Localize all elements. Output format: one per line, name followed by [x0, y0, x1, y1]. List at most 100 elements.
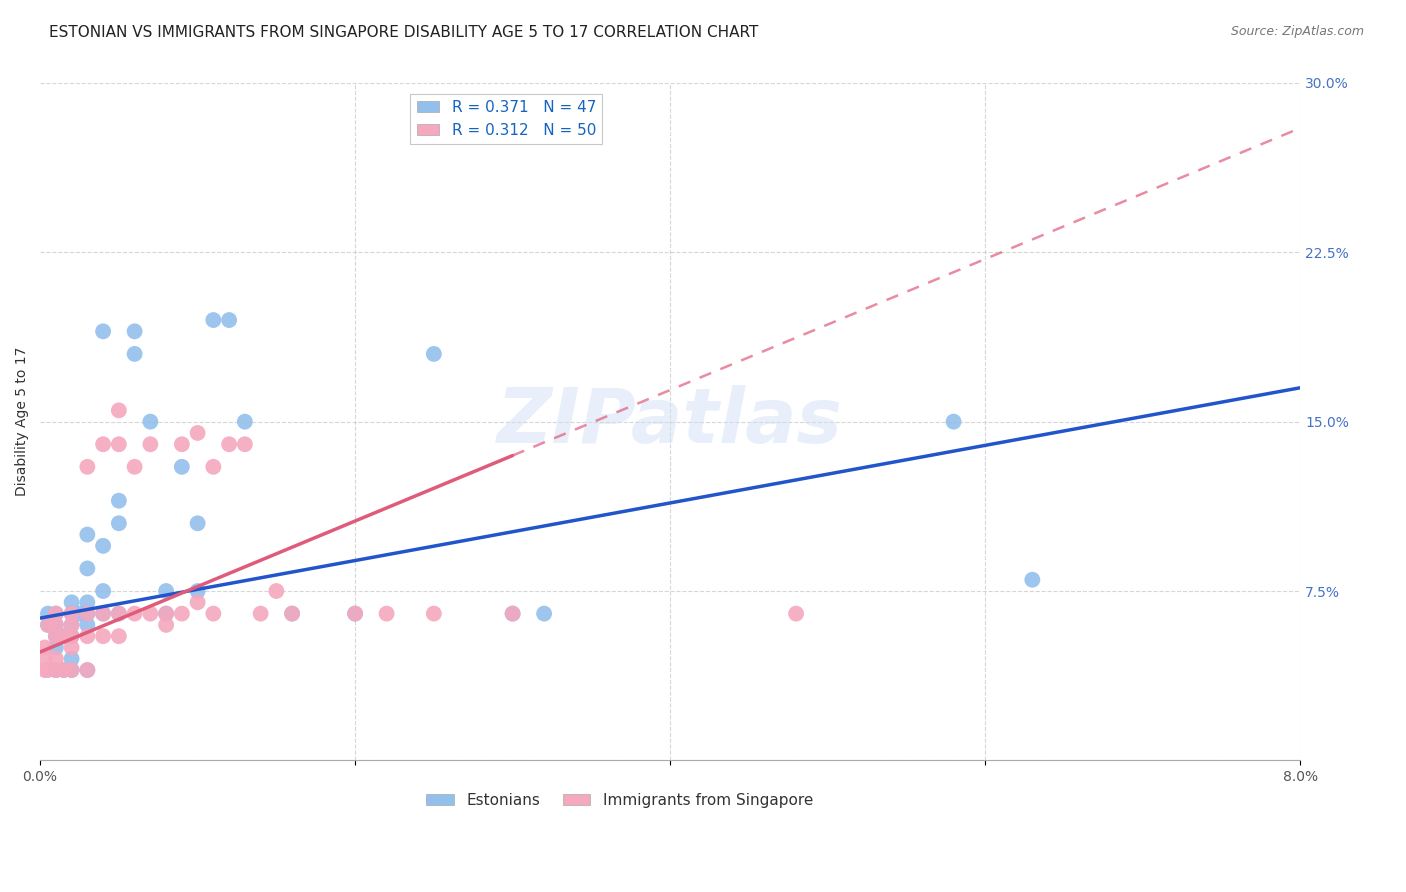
Point — [155, 607, 177, 621]
Point — [45, 607, 67, 621]
Point — [187, 595, 209, 609]
Point — [266, 584, 288, 599]
Point — [37, 663, 59, 677]
Point — [375, 607, 398, 621]
Point — [108, 403, 131, 417]
Point — [60, 629, 83, 643]
Point — [76, 607, 98, 621]
Text: ESTONIAN VS IMMIGRANTS FROM SINGAPORE DISABILITY AGE 5 TO 17 CORRELATION CHART: ESTONIAN VS IMMIGRANTS FROM SINGAPORE DI… — [49, 25, 759, 40]
Point — [249, 607, 271, 621]
Point — [281, 607, 304, 621]
Point — [344, 607, 367, 621]
Point — [502, 607, 524, 621]
Point — [76, 527, 98, 541]
Point — [60, 663, 83, 677]
Point — [91, 607, 114, 621]
Point — [202, 313, 225, 327]
Point — [76, 663, 98, 677]
Point — [187, 516, 209, 531]
Point — [60, 663, 83, 677]
Point — [45, 607, 67, 621]
Legend: Estonians, Immigrants from Singapore: Estonians, Immigrants from Singapore — [420, 787, 820, 814]
Point — [45, 629, 67, 643]
Point — [502, 607, 524, 621]
Point — [91, 607, 114, 621]
Point — [60, 607, 83, 621]
Point — [139, 415, 162, 429]
Point — [785, 607, 807, 621]
Point — [45, 640, 67, 655]
Point — [60, 607, 83, 621]
Y-axis label: Disability Age 5 to 17: Disability Age 5 to 17 — [15, 347, 30, 496]
Point — [45, 663, 67, 677]
Point — [124, 324, 146, 338]
Point — [423, 607, 446, 621]
Point — [60, 595, 83, 609]
Point — [108, 607, 131, 621]
Point — [34, 652, 56, 666]
Point — [233, 437, 256, 451]
Point — [124, 347, 146, 361]
Point — [45, 663, 67, 677]
Point — [37, 618, 59, 632]
Point — [34, 640, 56, 655]
Point — [60, 618, 83, 632]
Point — [170, 437, 193, 451]
Point — [37, 618, 59, 632]
Point — [187, 584, 209, 599]
Point — [91, 629, 114, 643]
Point — [69, 607, 91, 621]
Point — [76, 663, 98, 677]
Point — [52, 629, 75, 643]
Point — [52, 663, 75, 677]
Point — [45, 618, 67, 632]
Point — [91, 539, 114, 553]
Point — [344, 607, 367, 621]
Point — [423, 347, 446, 361]
Point — [60, 640, 83, 655]
Point — [155, 584, 177, 599]
Point — [108, 607, 131, 621]
Point — [45, 629, 67, 643]
Point — [170, 607, 193, 621]
Point — [60, 618, 83, 632]
Point — [76, 607, 98, 621]
Text: ZIPatlas: ZIPatlas — [498, 384, 844, 458]
Point — [281, 607, 304, 621]
Point — [533, 607, 555, 621]
Point — [91, 584, 114, 599]
Point — [52, 629, 75, 643]
Point — [202, 459, 225, 474]
Point — [45, 618, 67, 632]
Point — [139, 607, 162, 621]
Text: Source: ZipAtlas.com: Source: ZipAtlas.com — [1230, 25, 1364, 38]
Point — [139, 437, 162, 451]
Point — [155, 618, 177, 632]
Point — [34, 663, 56, 677]
Point — [108, 629, 131, 643]
Point — [1021, 573, 1043, 587]
Point — [155, 607, 177, 621]
Point — [218, 313, 240, 327]
Point — [76, 595, 98, 609]
Point — [91, 437, 114, 451]
Point — [60, 629, 83, 643]
Point — [108, 516, 131, 531]
Point — [76, 618, 98, 632]
Point — [76, 629, 98, 643]
Point — [60, 652, 83, 666]
Point — [76, 459, 98, 474]
Point — [218, 437, 240, 451]
Point — [108, 493, 131, 508]
Point — [124, 607, 146, 621]
Point — [52, 663, 75, 677]
Point — [170, 459, 193, 474]
Point — [187, 425, 209, 440]
Point — [108, 437, 131, 451]
Point — [37, 607, 59, 621]
Point — [91, 324, 114, 338]
Point — [45, 652, 67, 666]
Point — [76, 561, 98, 575]
Point — [233, 415, 256, 429]
Point — [124, 459, 146, 474]
